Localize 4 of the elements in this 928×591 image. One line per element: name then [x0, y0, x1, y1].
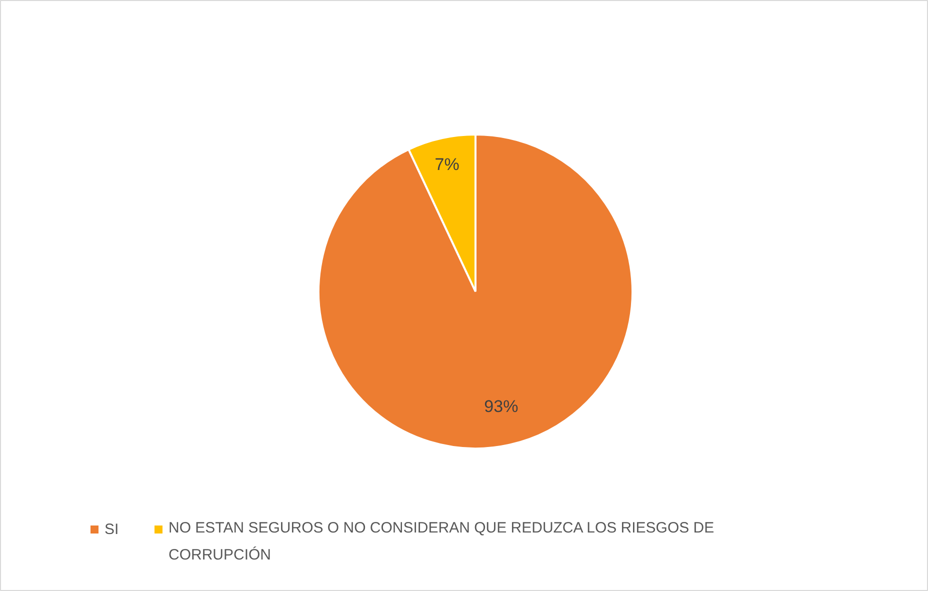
data-label: 7%	[434, 154, 460, 174]
legend-label: SI	[104, 521, 119, 538]
data-label: 93%	[484, 396, 518, 416]
legend-label: NO ESTAN SEGUROS O NO CONSIDERAN QUE REDUZCA LOS RIESGOS DE CORRUPCIÓN	[168, 519, 714, 564]
